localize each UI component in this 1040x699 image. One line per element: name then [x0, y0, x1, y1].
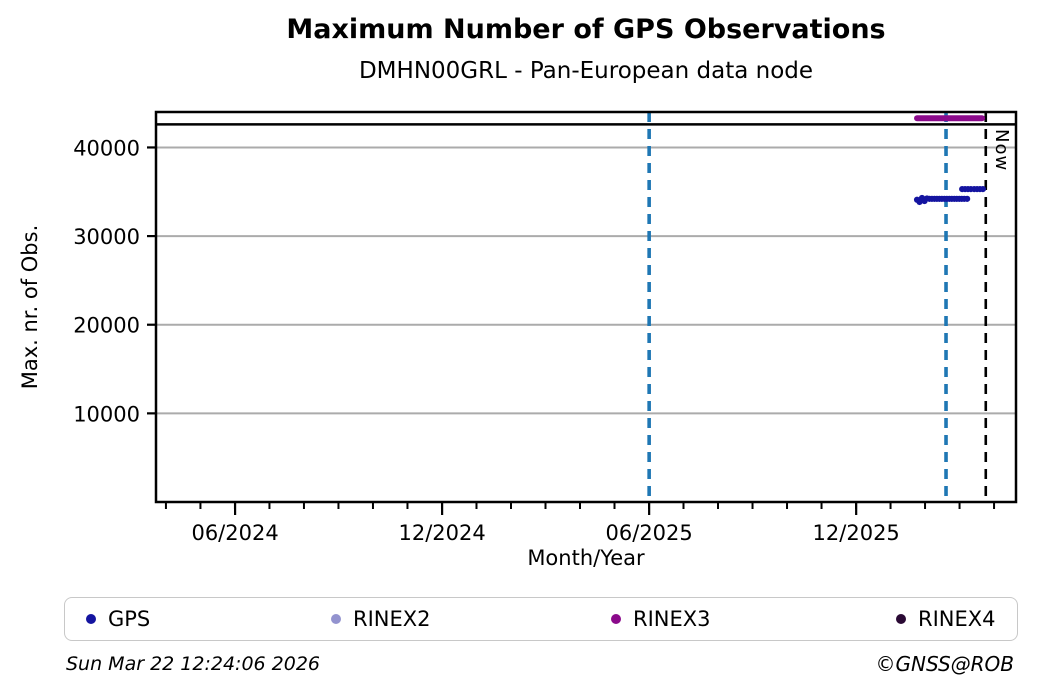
- chart-subtitle: DMHN00GRL - Pan-European data node: [358, 58, 814, 84]
- x-tick-label: 12/2025: [813, 521, 900, 545]
- copyright-notice: ©GNSS@ROB: [875, 652, 1015, 676]
- now-annotation: Now: [991, 129, 1012, 172]
- rinex3-marker-icon: [611, 614, 621, 624]
- legend-item-rinex4: RINEX4: [896, 598, 996, 640]
- rinex4-marker-icon: [896, 614, 906, 624]
- legend-item-rinex3: RINEX3: [611, 598, 711, 640]
- x-tick-label: 06/2024: [191, 521, 278, 545]
- legend-label: RINEX4: [918, 607, 996, 631]
- x-tick-label: 06/2025: [606, 521, 693, 545]
- y-tick-label: 10000: [73, 402, 140, 426]
- x-tick-label: 12/2024: [398, 521, 485, 545]
- y-axis-label: Max. nr. of Obs.: [18, 224, 42, 390]
- legend-item-rinex2: RINEX2: [331, 598, 431, 640]
- legend-label: RINEX2: [353, 607, 431, 631]
- gps-marker-icon: [86, 614, 96, 624]
- y-tick-label: 20000: [73, 314, 140, 338]
- legend-box: GPS RINEX2 RINEX3 RINEX4: [64, 597, 1018, 641]
- series-gps-point: [964, 195, 971, 202]
- rinex2-marker-icon: [331, 614, 341, 624]
- y-tick-label: 40000: [73, 136, 140, 160]
- plot-timestamp: Sun Mar 22 12:24:06 2026: [66, 653, 321, 675]
- x-axis-label: Month/Year: [527, 546, 645, 570]
- legend-label: GPS: [108, 607, 151, 631]
- y-tick-label: 30000: [73, 225, 140, 249]
- legend-label: RINEX3: [633, 607, 711, 631]
- series-gps-point: [979, 186, 986, 193]
- chart-title: Maximum Number of GPS Observations: [286, 14, 886, 45]
- plot-border: [154, 110, 1018, 504]
- legend-item-gps: GPS: [86, 598, 150, 640]
